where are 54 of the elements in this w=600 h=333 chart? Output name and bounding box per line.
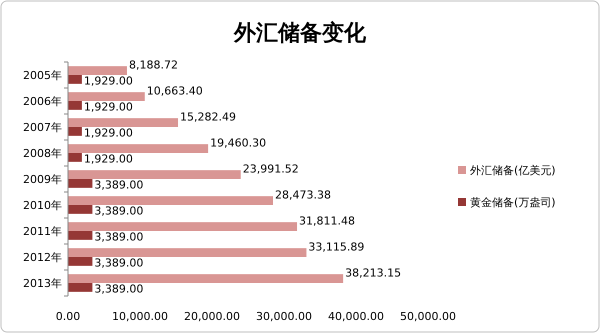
data-label: 1,929.00 (84, 74, 133, 88)
x-tick-label: 40,000.00 (328, 310, 384, 323)
data-label: 38,213.15 (345, 266, 402, 280)
bar (68, 127, 82, 136)
data-label: 15,282.49 (180, 110, 236, 124)
bar (68, 257, 92, 266)
data-label: 3,389.00 (94, 204, 144, 218)
x-tick-label: 20,000.00 (184, 310, 240, 323)
bar (68, 66, 127, 75)
y-tick-label: 2008年 (23, 147, 62, 160)
bar (68, 75, 82, 84)
x-tick-label: 50,000.00 (400, 310, 456, 323)
x-tick-label: 10,000.00 (112, 310, 168, 323)
y-tick-label: 2006年 (23, 95, 62, 108)
data-label: 33,115.89 (308, 240, 364, 254)
bar (68, 274, 344, 283)
bar (68, 170, 241, 179)
data-label: 1,929.00 (84, 152, 133, 166)
data-label: 1,929.00 (84, 100, 133, 114)
y-tick-label: 2011年 (23, 225, 62, 238)
bar (68, 283, 92, 292)
bar (68, 222, 298, 231)
data-label: 3,389.00 (94, 178, 144, 192)
bar (68, 92, 145, 101)
data-label: 1,929.00 (84, 126, 133, 140)
data-label: 3,389.00 (94, 256, 144, 270)
data-label: 31,811.48 (299, 214, 356, 228)
bar (68, 118, 178, 127)
chart-title: 外汇储备变化 (233, 20, 367, 46)
bar (68, 101, 82, 110)
y-tick-label: 2010年 (23, 199, 62, 212)
bar (68, 179, 92, 188)
data-label: 3,389.00 (94, 282, 144, 296)
data-label: 8,188.72 (128, 58, 178, 72)
bar (68, 205, 92, 214)
legend-label: 外汇储备(亿美元) (470, 164, 556, 177)
y-tick-label: 2012年 (23, 251, 62, 264)
x-tick-label: 30,000.00 (256, 310, 312, 323)
bar (68, 196, 274, 205)
data-label: 28,473.38 (275, 188, 331, 202)
data-label: 10,663.40 (146, 84, 203, 98)
data-label: 19,460.30 (210, 136, 266, 150)
bar (68, 153, 82, 162)
bar (68, 231, 92, 240)
y-tick-label: 2013年 (23, 277, 62, 290)
legend-label: 黄金储备(万盎司) (470, 196, 556, 209)
y-tick-label: 2007年 (23, 121, 62, 134)
data-label: 23,991.52 (242, 162, 299, 176)
y-tick-label: 2009年 (23, 173, 62, 186)
data-label: 3,389.00 (94, 230, 144, 244)
y-tick-label: 2005年 (23, 69, 62, 82)
x-tick-label: 0.00 (56, 310, 80, 323)
bar (68, 248, 306, 257)
bar (68, 144, 208, 153)
